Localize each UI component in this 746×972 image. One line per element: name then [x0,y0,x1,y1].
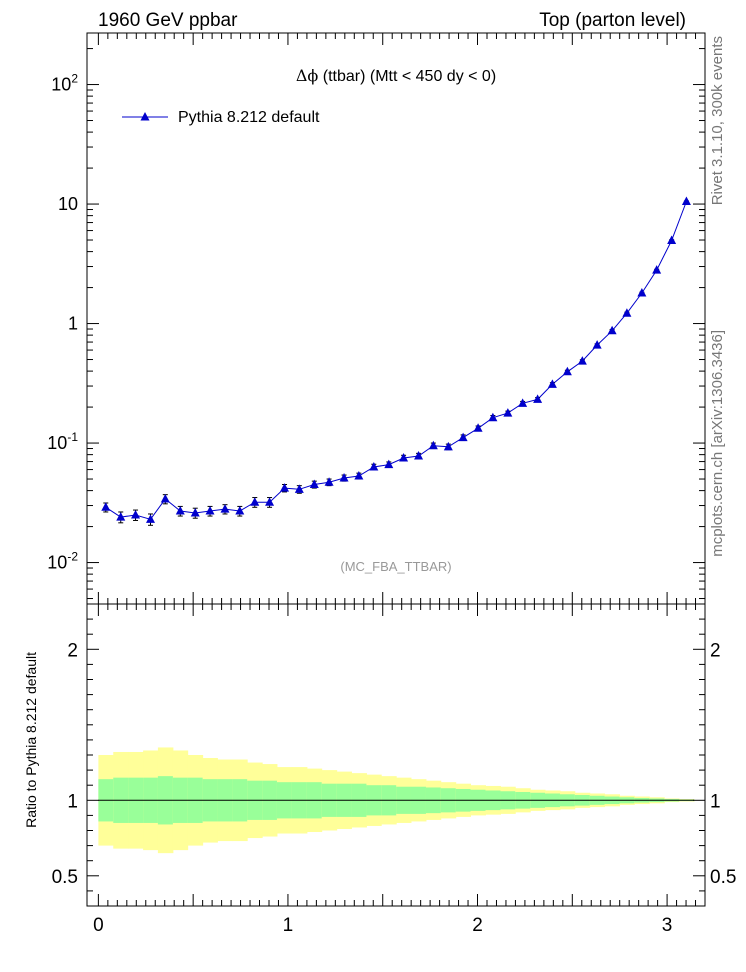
x-tick-label: 0 [93,915,104,936]
mcplots-label: mcplots.cern.ch [arXiv:1306.3436] [709,330,726,557]
data-point [265,497,275,506]
data-point [637,288,647,297]
data-point [458,432,468,442]
data-point [622,308,632,317]
data-point [146,514,156,523]
data-point [175,506,185,515]
data-point [339,473,349,482]
data-point [473,423,483,432]
data-point [652,265,662,274]
data-point [518,398,528,407]
plot-title-prefix: Δϕ [296,66,319,85]
data-point [116,512,126,521]
ratio-y-tick-label-right: 2 [710,640,721,661]
ratio-y-tick-label-left: 0.5 [52,867,78,888]
data-point [101,502,111,511]
data-point [667,235,677,245]
data-point [592,340,602,349]
data-point [131,510,141,519]
data-point [220,504,230,513]
data-point [681,196,691,206]
data-point [309,479,319,488]
data-point [577,356,587,365]
ratio-y-tick-label-left: 1 [67,791,78,812]
data-point [443,441,453,451]
main-series [101,196,691,526]
data-point [250,497,260,506]
data-point [280,483,290,492]
rivet-label: Rivet 3.1.10, 300k events [709,36,726,205]
data-point [235,506,245,515]
data-point [160,494,170,503]
x-tick-label: 2 [472,915,483,936]
ratio-y-axis-label: Ratio to Pythia 8.212 default [23,652,39,828]
y-tick-label: 10-2 [47,550,78,573]
data-point [384,459,394,469]
y-tick-label-exponent: -2 [67,550,78,564]
ratio-panel: 0.5 0.5 1 1 2 2 0 1 2 3 Ratio to Pythia 8.212 def… [23,603,737,936]
x-tick-label: 1 [283,915,294,936]
y-tick-label: 1 [68,314,78,334]
data-point [354,471,364,480]
data-point [414,450,424,460]
y-tick-label-exponent: 2 [71,72,78,86]
main-panel: Δϕ (ttbar) (Mtt < 450 dy < 0) (MC_FBA_TT… [47,32,706,605]
ratio-y-tick-label-right: 1 [710,791,721,812]
legend: Pythia 8.212 default [122,109,320,126]
plot-title: Δϕ (ttbar) (Mtt < 450 dy < 0) [296,66,496,85]
ratio-y-tick-label-left: 2 [67,640,78,661]
ratio-y-tick-label-right: 0.5 [710,867,736,888]
data-point [503,408,513,417]
data-point [488,412,498,422]
data-point [607,325,617,335]
series-line [105,201,687,520]
ratio-ticks [87,603,706,907]
plot-title-rest: (ttbar) (Mtt < 450 dy < 0) [318,68,496,85]
y-tick-label: 10-1 [47,430,78,453]
y-tick-label-base: 10 [47,433,67,453]
data-point [562,366,572,376]
y-tick-label: 102 [51,72,78,95]
header-left-label: 1960 GeV ppbar [98,10,238,31]
ratio-tick-labels: 0.5 0.5 1 1 2 2 0 1 2 3 [52,640,737,936]
data-point [533,394,543,403]
legend-marker [140,112,150,121]
header-right-label: Top (parton level) [539,10,686,31]
data-point [428,440,438,450]
data-point [190,507,200,517]
y-tick-label-base: 10 [47,553,67,573]
x-tick-label: 3 [662,915,673,936]
legend-entry-label: Pythia 8.212 default [178,109,320,126]
data-point [369,462,379,471]
data-point [547,379,557,388]
data-point [324,477,334,486]
y-tick-label-exponent: -1 [67,430,78,444]
main-ticks [87,33,706,604]
analysis-watermark: (MC_FBA_TTBAR) [340,559,451,574]
y-tick-label: 10 [58,194,78,214]
y-tick-label-base: 10 [51,75,71,95]
ratio-bands [98,747,695,854]
data-point [205,506,215,515]
data-point [399,452,409,462]
data-point [294,484,304,493]
